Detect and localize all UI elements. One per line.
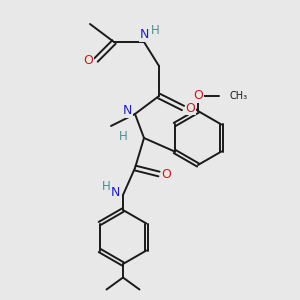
Text: H: H: [151, 24, 160, 37]
Text: O: O: [84, 53, 93, 67]
Text: O: O: [193, 89, 203, 103]
Text: H: H: [118, 130, 127, 143]
Text: N: N: [123, 104, 132, 118]
Text: CH₃: CH₃: [230, 91, 247, 101]
Text: N: N: [139, 28, 149, 41]
Text: H: H: [102, 180, 111, 193]
Text: O: O: [162, 167, 171, 181]
Text: N: N: [111, 185, 120, 199]
Text: O: O: [186, 101, 195, 115]
